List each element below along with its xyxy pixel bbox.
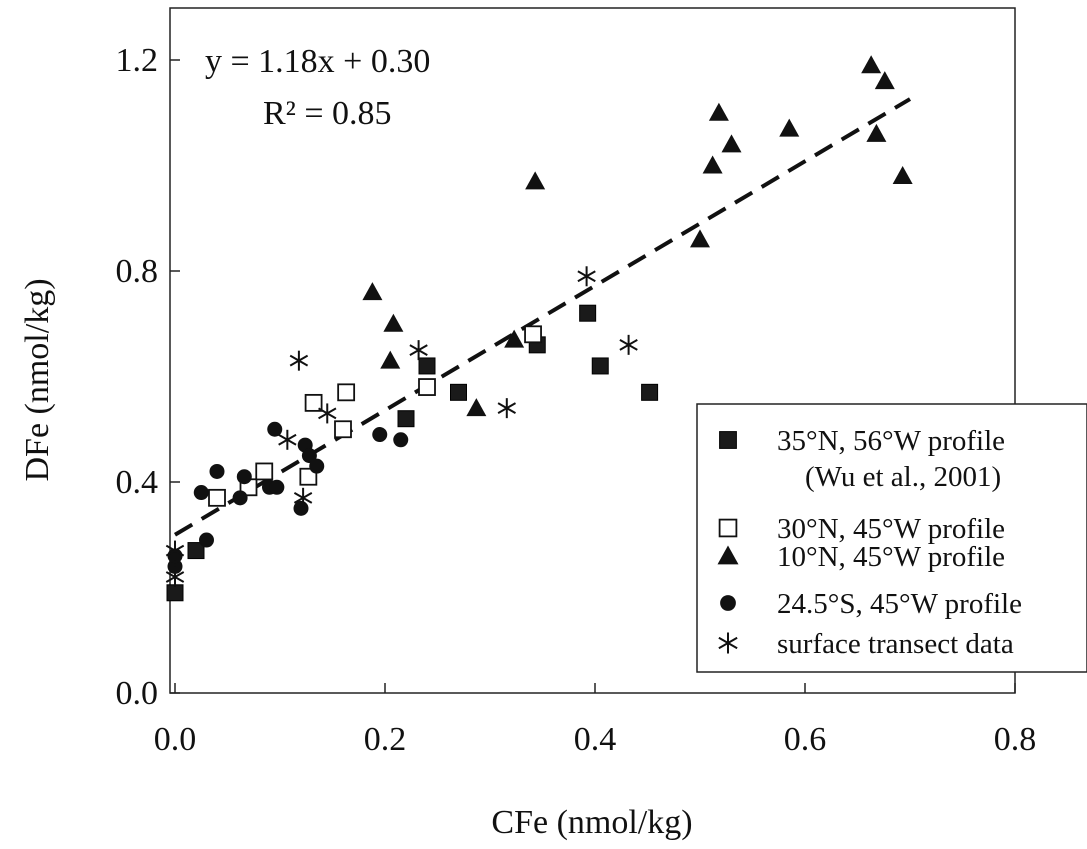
legend-label: surface transect data bbox=[777, 628, 1014, 660]
data-point-filled-triangle bbox=[690, 229, 710, 248]
data-point-open-square bbox=[337, 383, 356, 402]
y-tick-label: 0.0 bbox=[116, 675, 159, 712]
data-point-filled-triangle bbox=[779, 118, 800, 137]
legend-label-note: (Wu et al., 2001) bbox=[805, 461, 1001, 493]
data-point-asterisk bbox=[289, 350, 309, 371]
data-point-filled-circle bbox=[372, 427, 388, 443]
legend-marker-open-square bbox=[718, 518, 738, 538]
data-point-asterisk bbox=[577, 266, 596, 287]
data-point-filled-square bbox=[450, 383, 467, 401]
data-point-open-square bbox=[304, 393, 323, 412]
data-point-asterisk bbox=[165, 566, 185, 587]
data-point-asterisk bbox=[318, 403, 337, 424]
x-axis: 0.0 0.2 0.4 0.6 0.8 bbox=[154, 683, 1037, 758]
data-point-filled-square bbox=[418, 357, 436, 375]
data-point-filled-triangle bbox=[702, 155, 723, 174]
x-tick-label: 0.4 bbox=[574, 721, 617, 758]
regression-layer bbox=[173, 97, 912, 537]
data-point-filled-triangle bbox=[383, 313, 404, 332]
data-point-filled-circle bbox=[199, 532, 214, 548]
data-point-filled-circle bbox=[209, 463, 225, 479]
data-point-filled-triangle bbox=[504, 329, 525, 348]
data-point-open-square bbox=[334, 420, 352, 439]
data-point-filled-triangle bbox=[380, 350, 401, 369]
data-point-filled-square bbox=[579, 304, 597, 322]
data-point-asterisk bbox=[409, 340, 428, 361]
data-point-filled-triangle bbox=[708, 102, 729, 121]
legend-marker-asterisk bbox=[718, 632, 738, 654]
data-point-filled-circle bbox=[236, 469, 252, 485]
data-point-filled-triangle bbox=[466, 398, 487, 417]
data-point-asterisk bbox=[293, 487, 313, 508]
r-squared-annotation: R² = 0.85 bbox=[263, 95, 392, 132]
data-point-open-square bbox=[524, 325, 542, 344]
y-tick-label: 0.8 bbox=[116, 253, 159, 290]
data-point-asterisk bbox=[619, 334, 638, 355]
data-point-filled-square bbox=[166, 584, 184, 602]
legend-marker-filled-circle bbox=[720, 595, 736, 611]
data-point-asterisk bbox=[165, 540, 185, 561]
x-tick-label: 0.0 bbox=[154, 721, 197, 758]
data-point-filled-triangle bbox=[892, 166, 913, 185]
data-point-open-square bbox=[299, 467, 318, 486]
legend-label: 10°N, 45°W profile bbox=[777, 541, 1005, 573]
legend-box bbox=[696, 403, 1087, 673]
data-point-open-square bbox=[255, 462, 274, 481]
data-point-filled-circle bbox=[301, 448, 317, 464]
equation-annotation: y = 1.18x + 0.30 bbox=[205, 43, 430, 80]
x-axis-title: CFe (nmol/kg) bbox=[491, 804, 692, 841]
y-tick-label: 1.2 bbox=[116, 42, 159, 79]
y-axis: 0.0 0.4 0.8 1.2 bbox=[116, 42, 180, 712]
data-point-open-square bbox=[418, 378, 436, 396]
legend-label: 30°N, 45°W profile bbox=[777, 513, 1005, 545]
data-point-asterisk bbox=[497, 398, 516, 419]
data-point-filled-triangle bbox=[525, 171, 546, 190]
data-point-filled-circle bbox=[232, 490, 248, 506]
data-point-filled-square bbox=[591, 357, 609, 375]
legend-label: 35°N, 56°W profile bbox=[777, 425, 1005, 457]
legend-marker-filled-triangle bbox=[717, 545, 739, 565]
x-tick-label: 0.8 bbox=[994, 721, 1037, 758]
legend-marker-filled-square bbox=[719, 431, 737, 449]
data-point-filled-triangle bbox=[874, 71, 895, 90]
data-point-filled-circle bbox=[269, 479, 285, 495]
data-point-filled-circle bbox=[293, 500, 309, 516]
data-point-filled-triangle bbox=[721, 134, 742, 153]
data-point-filled-square bbox=[397, 410, 415, 428]
y-tick-label: 0.4 bbox=[116, 464, 159, 501]
data-point-filled-square bbox=[641, 383, 659, 401]
x-tick-label: 0.2 bbox=[364, 721, 407, 758]
data-point-open-square bbox=[208, 488, 226, 507]
data-point-filled-triangle bbox=[861, 55, 882, 74]
legend: 35°N, 56°W profile (Wu et al., 2001) 30°N,… bbox=[696, 403, 1087, 673]
data-point-filled-triangle bbox=[866, 123, 887, 142]
regression-line bbox=[173, 97, 912, 537]
legend-label: 24.5°S, 45°W profile bbox=[777, 588, 1022, 620]
data-point-filled-square bbox=[187, 542, 205, 560]
data-point-asterisk bbox=[278, 429, 297, 450]
x-tick-label: 0.6 bbox=[784, 721, 827, 758]
y-axis-title: DFe (nmol/kg) bbox=[19, 278, 56, 481]
data-point-filled-triangle bbox=[362, 282, 383, 301]
data-point-filled-circle bbox=[393, 432, 409, 448]
data-point-filled-circle bbox=[267, 421, 283, 437]
data-point-filled-circle bbox=[193, 485, 209, 501]
data-point-filled-circle bbox=[309, 458, 325, 474]
data-points bbox=[165, 55, 913, 602]
data-point-filled-circle bbox=[167, 558, 183, 574]
plot-frame bbox=[169, 7, 1016, 694]
